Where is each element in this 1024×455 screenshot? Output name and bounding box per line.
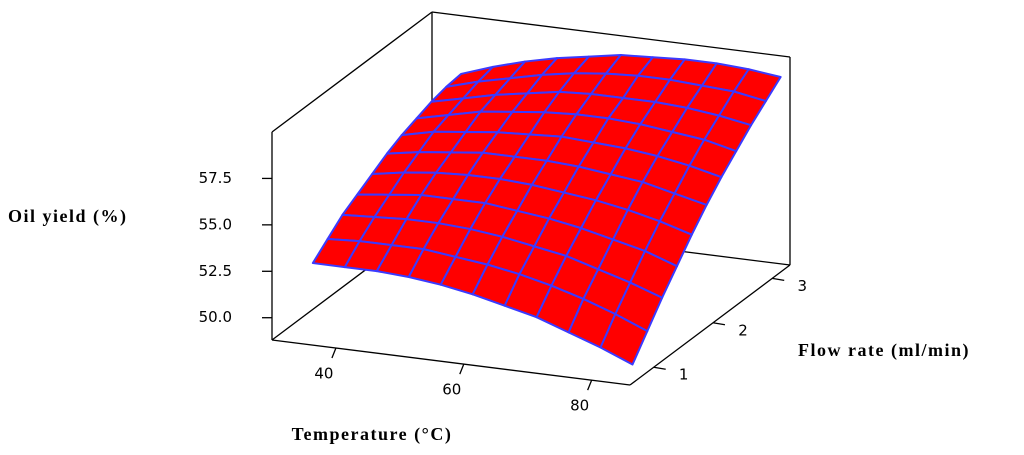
x-tick-label: 80 (570, 397, 589, 415)
y-tick-label: 1 (679, 366, 689, 384)
y-tick (772, 277, 785, 281)
z-tick-label: 55.0 (199, 215, 232, 233)
z-tick-label: 52.5 (199, 262, 232, 280)
y-tick (653, 366, 666, 370)
x-axis-line (271, 339, 631, 386)
y-tick-label: 3 (797, 277, 807, 295)
y-axis-title: Flow rate (ml/min) (798, 340, 970, 361)
x-tick-label: 40 (314, 365, 333, 383)
y-tick-label: 2 (738, 321, 748, 339)
y-tick (712, 322, 726, 326)
x-tick (459, 363, 465, 375)
y-axis-line (629, 264, 791, 386)
top-back-edge (431, 11, 791, 58)
z-tick-label: 50.0 (199, 308, 232, 326)
z-axis-title: Oil yield (%) (8, 206, 128, 227)
surface-patch (599, 313, 649, 366)
x-tick-label: 60 (442, 381, 461, 399)
x-axis-title: Temperature (°C) (292, 424, 453, 445)
top-left-edge (271, 11, 433, 133)
x-tick (587, 379, 593, 391)
x-tick (331, 347, 337, 359)
z-tick-label: 57.5 (199, 169, 232, 187)
